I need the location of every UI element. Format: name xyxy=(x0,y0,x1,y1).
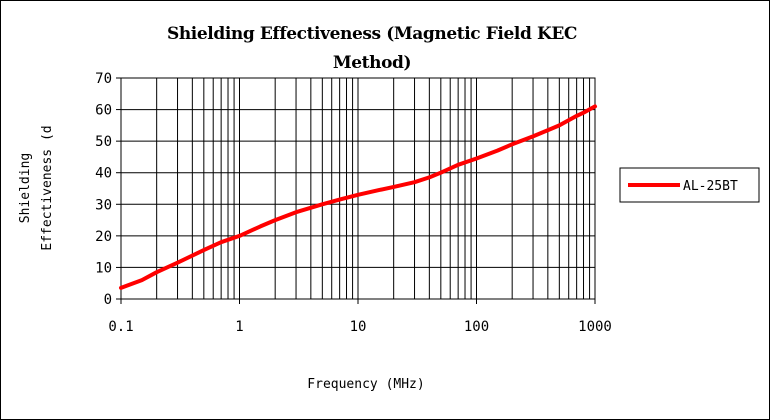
y-tick-label: 0 xyxy=(104,292,112,308)
x-tick-label: 100 xyxy=(464,319,489,335)
x-tick-label: 10 xyxy=(350,319,367,335)
x-axis-label: Frequency (MHz) xyxy=(307,377,424,392)
series-line-al-25bt xyxy=(119,104,597,290)
legend-label: AL-25BT xyxy=(683,179,738,194)
grid-lines xyxy=(120,77,595,300)
chart-title-line-1: Shielding Effectiveness (Magnetic Field … xyxy=(167,24,577,44)
y-tick-label: 70 xyxy=(95,71,112,87)
y-tick-label: 40 xyxy=(95,166,112,182)
tick-labels: 0 10 20 30 40 50 60 70 0.1 1 10 100 1000 xyxy=(95,71,612,335)
chart-title-line-2: Method) xyxy=(333,53,411,73)
y-tick-label: 60 xyxy=(95,103,112,119)
series-layer xyxy=(119,104,597,290)
y-tick-label: 50 xyxy=(95,134,112,150)
y-tick-label: 20 xyxy=(95,229,112,245)
legend: AL-25BT xyxy=(619,167,760,203)
x-tick-label: 1 xyxy=(235,319,243,335)
y-tick-label: 30 xyxy=(95,197,112,213)
y-axis-label-line-2: Effectiveness (d xyxy=(40,125,55,250)
x-tick-label: 0.1 xyxy=(108,319,133,335)
chart-svg: Shielding Effectiveness (Magnetic Field … xyxy=(18,24,760,392)
y-axis-label-line-1: Shielding xyxy=(18,153,33,223)
y-tick-label: 10 xyxy=(95,260,112,276)
x-tick-label: 1000 xyxy=(578,319,612,335)
